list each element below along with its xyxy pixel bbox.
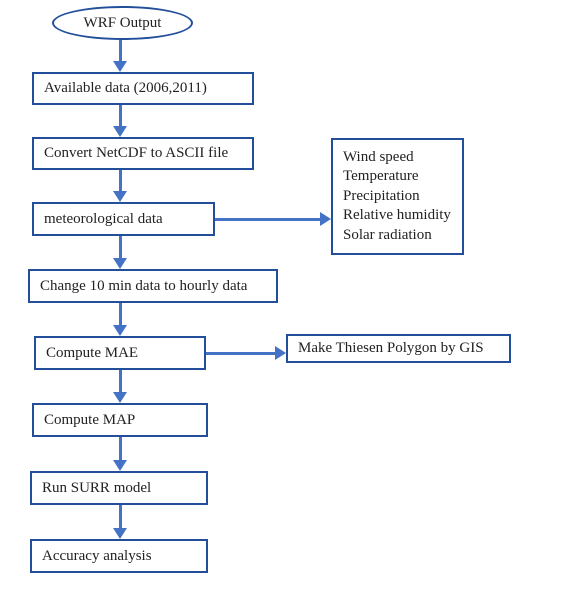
available-data-node: Available data (2006,2011) bbox=[32, 72, 254, 105]
wrf-output-node: WRF Output bbox=[52, 6, 193, 40]
convert-netcdf-node: Convert NetCDF to ASCII file bbox=[32, 137, 254, 170]
wrf-output-label: WRF Output bbox=[84, 15, 162, 32]
run-surr-label: Run SURR model bbox=[42, 480, 151, 497]
arrow-line bbox=[206, 352, 277, 355]
arrow-line bbox=[119, 40, 122, 63]
arrow-line bbox=[119, 505, 122, 530]
convert-netcdf-label: Convert NetCDF to ASCII file bbox=[44, 145, 228, 162]
compute-map-node: Compute MAP bbox=[32, 403, 208, 437]
meteorological-data-label: meteorological data bbox=[44, 211, 163, 228]
thiesen-polygon-node: Make Thiesen Polygon by GIS bbox=[286, 334, 511, 363]
arrow-head-down-icon bbox=[113, 126, 127, 137]
arrow-line bbox=[119, 303, 122, 327]
arrow-line bbox=[119, 105, 122, 128]
accuracy-analysis-node: Accuracy analysis bbox=[30, 539, 208, 573]
available-data-label: Available data (2006,2011) bbox=[44, 80, 207, 97]
thiesen-polygon-label: Make Thiesen Polygon by GIS bbox=[298, 340, 484, 357]
arrow-line bbox=[119, 370, 122, 394]
meteorological-data-node: meteorological data bbox=[32, 202, 215, 236]
arrow-head-right-icon bbox=[275, 346, 286, 360]
arrow-line bbox=[119, 236, 122, 260]
arrow-head-down-icon bbox=[113, 392, 127, 403]
arrow-head-down-icon bbox=[113, 528, 127, 539]
compute-mae-node: Compute MAE bbox=[34, 336, 206, 370]
arrow-head-right-icon bbox=[320, 212, 331, 226]
arrow-head-down-icon bbox=[113, 460, 127, 471]
run-surr-node: Run SURR model bbox=[30, 471, 208, 505]
arrow-head-down-icon bbox=[113, 258, 127, 269]
change-10min-label: Change 10 min data to hourly data bbox=[40, 278, 247, 295]
arrow-head-down-icon bbox=[113, 325, 127, 336]
accuracy-analysis-label: Accuracy analysis bbox=[42, 548, 152, 565]
variables-list-label: Wind speed Temperature Precipitation Rel… bbox=[343, 148, 451, 246]
variables-list-node: Wind speed Temperature Precipitation Rel… bbox=[331, 138, 464, 255]
arrow-line bbox=[119, 170, 122, 193]
arrow-head-down-icon bbox=[113, 191, 127, 202]
arrow-line bbox=[215, 218, 322, 221]
arrow-head-down-icon bbox=[113, 61, 127, 72]
compute-map-label: Compute MAP bbox=[44, 412, 135, 429]
compute-mae-label: Compute MAE bbox=[46, 345, 138, 362]
arrow-line bbox=[119, 437, 122, 462]
change-10min-node: Change 10 min data to hourly data bbox=[28, 269, 278, 303]
